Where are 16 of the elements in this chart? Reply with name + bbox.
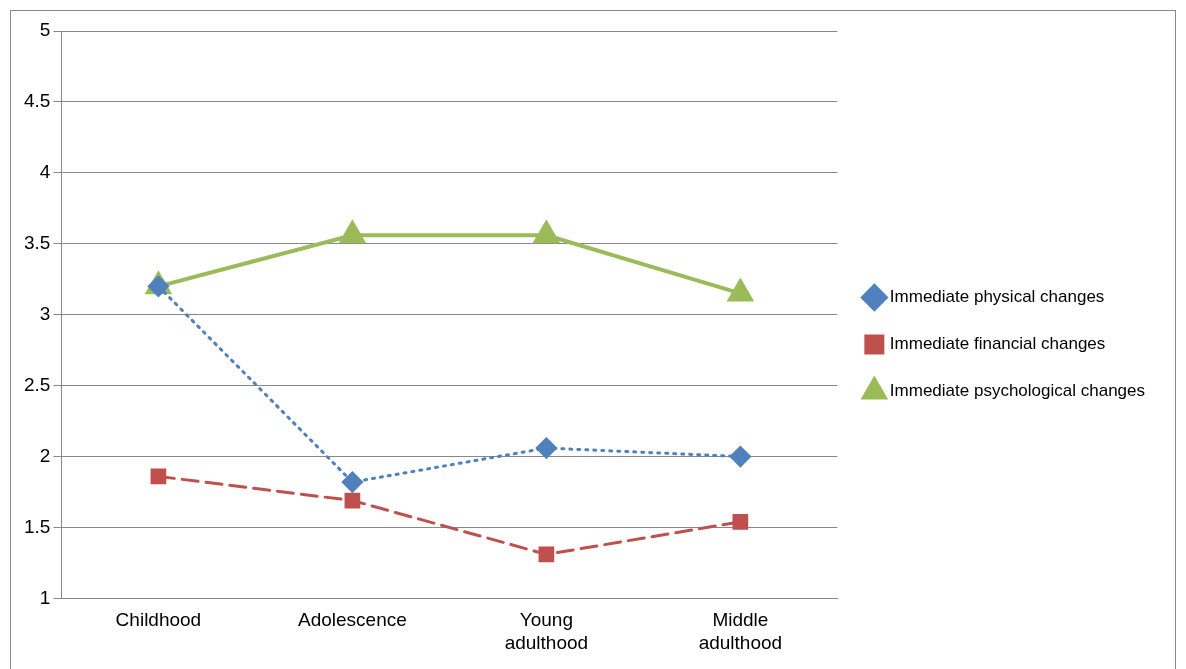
y-tick-label: 4.5 <box>23 90 51 112</box>
y-tick-label: 2.5 <box>23 373 51 395</box>
legend-label: Immediate physical changes <box>889 287 1105 307</box>
y-tick-label: 3 <box>39 302 51 324</box>
y-tick-label: 4 <box>39 161 51 183</box>
y-tick-label: 1.5 <box>23 515 51 537</box>
y-tick-label: 3.5 <box>23 232 51 254</box>
y-tick-label: 1 <box>39 586 51 608</box>
x-tick-label: Adolescence <box>297 609 407 631</box>
x-tick-label: Young adulthood <box>504 609 589 653</box>
legend-label: Immediate psychological changes <box>889 381 1146 401</box>
legend-label: Immediate financial changes <box>889 334 1106 354</box>
y-tick-label: 5 <box>39 19 51 41</box>
x-tick-label: Middle adulthood <box>698 609 783 653</box>
y-tick-label: 2 <box>39 444 51 466</box>
x-tick-label: Childhood <box>115 609 202 631</box>
